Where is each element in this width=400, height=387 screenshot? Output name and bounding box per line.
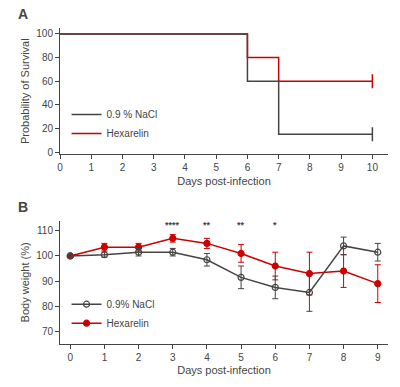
svg-text:8: 8 xyxy=(307,162,313,173)
svg-text:40: 40 xyxy=(42,99,54,110)
svg-text:Days post-infection: Days post-infection xyxy=(177,364,271,376)
svg-text:B: B xyxy=(18,199,28,215)
svg-text:10: 10 xyxy=(367,162,379,173)
svg-text:6: 6 xyxy=(245,162,251,173)
svg-text:110: 110 xyxy=(37,225,53,236)
svg-text:Body weight (%): Body weight (%) xyxy=(19,242,31,322)
svg-text:3: 3 xyxy=(151,162,157,173)
svg-text:0.9% NaCl: 0.9% NaCl xyxy=(107,299,155,310)
svg-text:4: 4 xyxy=(204,352,210,363)
svg-text:0: 0 xyxy=(47,147,53,158)
svg-text:2: 2 xyxy=(120,162,126,173)
svg-text:7: 7 xyxy=(276,162,282,173)
svg-text:**: ** xyxy=(203,220,211,230)
svg-text:5: 5 xyxy=(238,352,244,363)
svg-text:80: 80 xyxy=(42,301,54,312)
svg-text:1: 1 xyxy=(88,162,94,173)
svg-text:2: 2 xyxy=(136,352,142,363)
svg-text:90: 90 xyxy=(42,276,54,287)
svg-text:0.9 % NaCl: 0.9 % NaCl xyxy=(107,109,158,120)
svg-text:Days post-infection: Days post-infection xyxy=(177,175,271,187)
svg-text:*: * xyxy=(273,220,277,230)
svg-text:20: 20 xyxy=(42,123,54,134)
svg-text:80: 80 xyxy=(42,52,54,63)
svg-text:9: 9 xyxy=(338,162,344,173)
svg-text:3: 3 xyxy=(170,352,176,363)
svg-text:Hexarelin: Hexarelin xyxy=(107,318,149,329)
svg-text:100: 100 xyxy=(36,28,53,39)
svg-text:Probability of Survival: Probability of Survival xyxy=(19,38,31,144)
svg-text:4: 4 xyxy=(182,162,188,173)
svg-text:Hexarelin: Hexarelin xyxy=(107,128,149,139)
svg-text:0: 0 xyxy=(67,352,73,363)
svg-text:5: 5 xyxy=(213,162,219,173)
svg-text:60: 60 xyxy=(42,76,54,87)
svg-text:9: 9 xyxy=(375,352,381,363)
svg-text:6: 6 xyxy=(272,352,278,363)
svg-text:0: 0 xyxy=(57,162,63,173)
svg-text:70: 70 xyxy=(42,326,54,337)
svg-text:8: 8 xyxy=(341,352,347,363)
svg-text:**: ** xyxy=(237,220,245,230)
svg-text:7: 7 xyxy=(307,352,313,363)
svg-text:100: 100 xyxy=(36,250,53,261)
svg-text:1: 1 xyxy=(102,352,108,363)
svg-text:A: A xyxy=(18,6,28,22)
svg-text:****: **** xyxy=(165,220,180,230)
